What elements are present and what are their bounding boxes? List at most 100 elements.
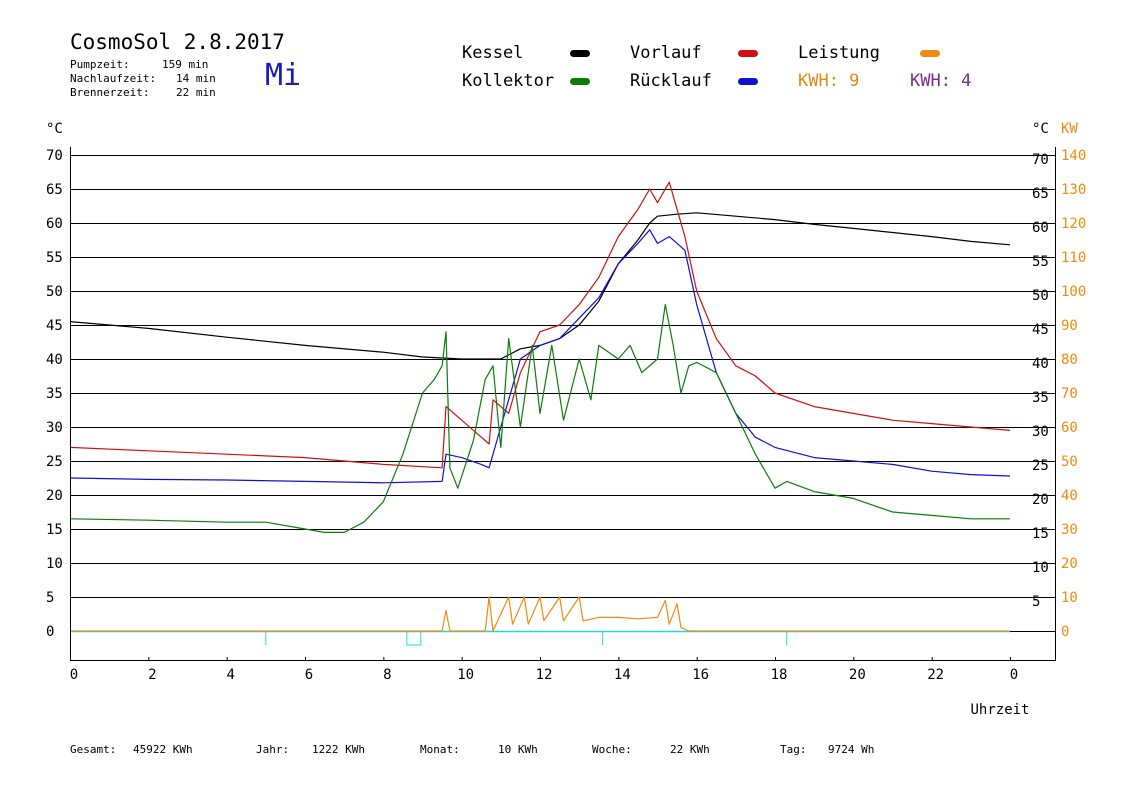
y-tick-kw: 120 bbox=[1061, 216, 1086, 232]
y-tick-kw: 70 bbox=[1061, 386, 1078, 402]
x-tick-label: 2 bbox=[148, 667, 156, 683]
baseline-marker bbox=[406, 630, 422, 646]
footer-week-value: 22 KWh bbox=[670, 743, 710, 756]
footer-total-value: 45922 KWh bbox=[133, 743, 193, 756]
legend-ruecklauf: Rücklauf bbox=[630, 71, 712, 91]
legend-kessel-swatch bbox=[570, 50, 590, 57]
weekday-label: Mi bbox=[265, 58, 302, 93]
y-tick-left: 20 bbox=[46, 488, 63, 504]
y-axis-label-left: °C bbox=[46, 121, 63, 137]
x-tick-label: 0 bbox=[70, 667, 78, 683]
y-tick-left: 10 bbox=[46, 556, 63, 572]
x-tick-label: 12 bbox=[536, 667, 553, 683]
y-tick-kw: 50 bbox=[1061, 454, 1078, 470]
legend-kollektor-swatch bbox=[570, 78, 590, 85]
x-tick-label: 18 bbox=[771, 667, 788, 683]
y-tick-right: 30 bbox=[1032, 424, 1049, 440]
legend-kwh-2: KWH: 4 bbox=[910, 71, 972, 91]
y-tick-left: 5 bbox=[46, 590, 54, 606]
y-tick-right: 25 bbox=[1032, 458, 1049, 474]
burner-label: Brennerzeit: bbox=[70, 86, 150, 99]
y-tick-left: 60 bbox=[46, 216, 63, 232]
y-tick-right: 20 bbox=[1032, 492, 1049, 508]
y-tick-kw: 90 bbox=[1061, 318, 1078, 334]
y-tick-right: 10 bbox=[1032, 560, 1049, 576]
x-tick-label: 4 bbox=[226, 667, 234, 683]
footer-month-value: 10 KWh bbox=[498, 743, 538, 756]
series-kessel bbox=[69, 212, 1011, 360]
y-tick-left: 45 bbox=[46, 318, 63, 334]
y-tick-left: 55 bbox=[46, 250, 63, 266]
y-tick-right: 35 bbox=[1032, 390, 1049, 406]
legend-leistung: Leistung bbox=[798, 43, 880, 63]
y-tick-left: 15 bbox=[46, 522, 63, 538]
pump-label: Pumpzeit: bbox=[70, 58, 130, 71]
y-tick-kw: 140 bbox=[1061, 148, 1086, 164]
footer-week-label: Woche: bbox=[592, 743, 632, 756]
y-tick-right: 40 bbox=[1032, 356, 1049, 372]
x-tick-label: 6 bbox=[305, 667, 313, 683]
legend-ruecklauf-swatch bbox=[738, 78, 758, 85]
y-axis-label-kw: KW bbox=[1061, 121, 1078, 137]
y-tick-left: 70 bbox=[46, 148, 63, 164]
legend-vorlauf-swatch bbox=[738, 50, 758, 57]
y-tick-right: 50 bbox=[1032, 288, 1049, 304]
legend-leistung-swatch bbox=[920, 50, 940, 57]
y-tick-kw: 20 bbox=[1061, 556, 1078, 572]
x-axis-label: Uhrzeit bbox=[970, 702, 1029, 718]
y-tick-right: 15 bbox=[1032, 526, 1049, 542]
x-tick-label: 8 bbox=[383, 667, 391, 683]
chart-title: CosmoSol 2.8.2017 bbox=[70, 30, 285, 54]
y-tick-kw: 100 bbox=[1061, 284, 1086, 300]
legend-kwh-1: KWH: 9 bbox=[798, 71, 860, 91]
y-tick-right: 70 bbox=[1032, 152, 1049, 168]
footer-day-label: Tag: bbox=[780, 743, 807, 756]
series-r-cklauf bbox=[69, 229, 1011, 484]
x-tick-label: 16 bbox=[692, 667, 709, 683]
x-tick-label: 20 bbox=[849, 667, 866, 683]
y-tick-kw: 30 bbox=[1061, 522, 1078, 538]
x-tick-label: 14 bbox=[614, 667, 631, 683]
y-tick-left: 40 bbox=[46, 352, 63, 368]
pump-value: 159 min bbox=[162, 58, 209, 71]
y-axis-label-right: °C bbox=[1032, 121, 1049, 137]
x-tick-label: 22 bbox=[927, 667, 944, 683]
y-tick-left: 25 bbox=[46, 454, 63, 470]
axis-layer: 7065605550454035302520151050706560555045… bbox=[46, 121, 1086, 718]
x-tick-label: 0 bbox=[1010, 667, 1018, 683]
series-vorlauf bbox=[69, 181, 1011, 469]
y-tick-left: 65 bbox=[46, 182, 63, 198]
y-tick-kw: 10 bbox=[1061, 590, 1078, 606]
series-leistung bbox=[70, 596, 1010, 632]
series-kollektor bbox=[69, 304, 1010, 533]
grid-layer bbox=[70, 155, 1056, 632]
y-tick-kw: 130 bbox=[1061, 182, 1086, 198]
legend-vorlauf: Vorlauf bbox=[630, 43, 702, 63]
after-run-value: 14 min bbox=[176, 72, 216, 85]
after-run-label: Nachlaufzeit: bbox=[70, 72, 157, 85]
y-tick-right: 5 bbox=[1032, 594, 1040, 610]
footer-day-value: 9724 Wh bbox=[828, 743, 875, 756]
y-tick-kw: 0 bbox=[1061, 624, 1069, 640]
burner-value: 22 min bbox=[176, 86, 216, 99]
y-tick-kw: 60 bbox=[1061, 420, 1078, 436]
y-tick-kw: 40 bbox=[1061, 488, 1078, 504]
y-tick-right: 60 bbox=[1032, 220, 1049, 236]
series-layer bbox=[69, 181, 1011, 646]
legend-kollektor: Kollektor bbox=[462, 71, 555, 91]
y-tick-right: 55 bbox=[1032, 254, 1049, 270]
y-tick-kw: 110 bbox=[1061, 250, 1086, 266]
legend-kessel: Kessel bbox=[462, 43, 524, 63]
y-tick-kw: 80 bbox=[1061, 352, 1078, 368]
footer-month-label: Monat: bbox=[420, 743, 460, 756]
footer-year-label: Jahr: bbox=[256, 743, 290, 756]
footer-total-label: Gesamt: bbox=[70, 743, 117, 756]
footer-year-value: 1222 KWh bbox=[312, 743, 365, 756]
y-tick-right: 65 bbox=[1032, 186, 1049, 202]
y-tick-left: 30 bbox=[46, 420, 63, 436]
y-tick-right: 45 bbox=[1032, 322, 1049, 338]
y-tick-left: 0 bbox=[46, 624, 54, 640]
x-tick-label: 10 bbox=[457, 667, 474, 683]
y-tick-left: 35 bbox=[46, 386, 63, 402]
